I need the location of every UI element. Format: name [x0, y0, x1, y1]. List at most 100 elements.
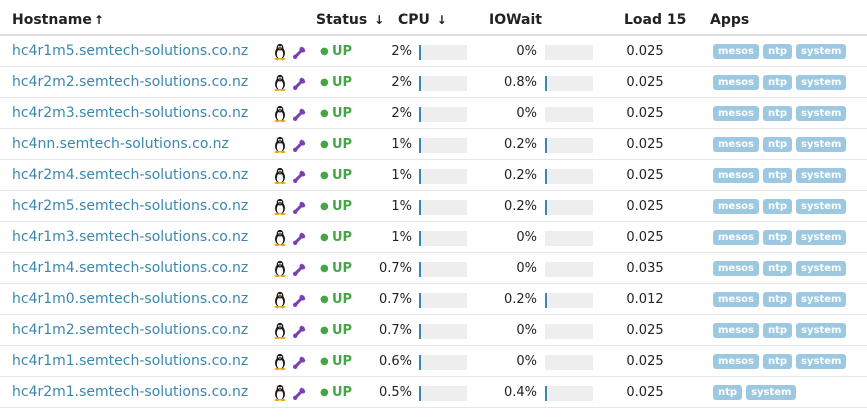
cpu-bar-fill	[419, 324, 421, 339]
status-value: UP	[332, 106, 353, 121]
column-header-iowait[interactable]: IOWait	[489, 12, 542, 28]
status-dot-icon: ●	[320, 387, 329, 398]
app-label-system[interactable]: system	[796, 292, 847, 307]
linux-tux-icon	[273, 222, 287, 253]
app-label-ntp[interactable]: ntp	[762, 168, 793, 183]
wrench-icon[interactable]	[292, 36, 308, 67]
app-label-system[interactable]: system	[796, 230, 847, 245]
column-header-apps-label: Apps	[710, 12, 750, 28]
app-label-ntp[interactable]: ntp	[713, 385, 743, 400]
iowait-bar-fill	[545, 200, 547, 215]
status-dot-icon: ●	[320, 201, 329, 212]
app-label-ntp[interactable]: ntp	[762, 75, 793, 90]
load-value: 0.025	[626, 199, 664, 214]
table-row: hc4r1m1.semtech-solutions.co.nz ● UP 0.6…	[0, 346, 867, 377]
app-label-ntp[interactable]: ntp	[762, 199, 793, 214]
iowait-bar	[545, 200, 593, 215]
hostname-link[interactable]: hc4r2m2.semtech-solutions.co.nz	[12, 74, 249, 90]
app-label-ntp[interactable]: ntp	[762, 323, 793, 338]
iowait-bar	[545, 355, 593, 370]
app-label-ntp[interactable]: ntp	[762, 106, 793, 121]
column-header-hostname[interactable]: Hostname ↑	[12, 12, 104, 28]
linux-tux-icon	[273, 36, 287, 67]
app-label-system[interactable]: system	[746, 385, 797, 400]
status-value: UP	[332, 323, 353, 338]
table-row: hc4r1m4.semtech-solutions.co.nz ● UP 0.7…	[0, 253, 867, 284]
hostname-link[interactable]: hc4r1m0.semtech-solutions.co.nz	[12, 291, 249, 307]
apps-list: mesos ntp system	[713, 191, 847, 222]
app-label-mesos[interactable]: mesos	[713, 230, 759, 245]
wrench-icon[interactable]	[292, 67, 308, 98]
cpu-bar-fill	[419, 76, 421, 91]
hostname-link[interactable]: hc4r2m5.semtech-solutions.co.nz	[12, 198, 249, 214]
sort-desc-icon: ↓	[374, 13, 385, 27]
wrench-icon[interactable]	[292, 98, 308, 129]
column-header-status[interactable]: Status ↓	[316, 12, 384, 28]
apps-list: mesos ntp system	[713, 222, 847, 253]
hostname-link[interactable]: hc4r1m3.semtech-solutions.co.nz	[12, 229, 249, 245]
app-label-mesos[interactable]: mesos	[713, 75, 759, 90]
hostname-link[interactable]: hc4r1m4.semtech-solutions.co.nz	[12, 260, 249, 276]
app-label-mesos[interactable]: mesos	[713, 137, 759, 152]
app-label-system[interactable]: system	[796, 261, 847, 276]
app-label-mesos[interactable]: mesos	[713, 168, 759, 183]
wrench-icon[interactable]	[292, 284, 308, 315]
column-header-load[interactable]: Load 15	[624, 12, 686, 28]
app-label-system[interactable]: system	[796, 323, 847, 338]
iowait-bar	[545, 386, 593, 401]
wrench-icon[interactable]	[292, 160, 308, 191]
wrench-icon[interactable]	[292, 222, 308, 253]
iowait-bar-fill	[545, 169, 547, 184]
iowait-bar	[545, 231, 593, 246]
iowait-bar	[545, 45, 593, 60]
iowait-value: 0%	[516, 323, 537, 338]
app-label-ntp[interactable]: ntp	[762, 261, 793, 276]
app-label-system[interactable]: system	[796, 354, 847, 369]
wrench-icon[interactable]	[292, 253, 308, 284]
table-row: hc4r2m5.semtech-solutions.co.nz ● UP 1%	[0, 191, 867, 222]
status-dot-icon: ●	[320, 139, 329, 150]
table-row: hc4r2m2.semtech-solutions.co.nz ● UP 2%	[0, 67, 867, 98]
app-label-system[interactable]: system	[796, 168, 847, 183]
app-label-mesos[interactable]: mesos	[713, 354, 759, 369]
wrench-icon[interactable]	[292, 315, 308, 346]
app-label-mesos[interactable]: mesos	[713, 44, 759, 59]
app-label-mesos[interactable]: mesos	[713, 261, 759, 276]
column-header-apps[interactable]: Apps	[710, 12, 749, 28]
status-value: UP	[332, 199, 353, 214]
hostname-link[interactable]: hc4r1m5.semtech-solutions.co.nz	[12, 43, 249, 59]
app-label-ntp[interactable]: ntp	[762, 137, 793, 152]
app-label-ntp[interactable]: ntp	[762, 230, 793, 245]
cpu-value: 2%	[391, 106, 412, 121]
app-label-system[interactable]: system	[796, 75, 847, 90]
hostname-link[interactable]: hc4r2m3.semtech-solutions.co.nz	[12, 105, 249, 121]
app-label-ntp[interactable]: ntp	[762, 44, 793, 59]
apps-list: mesos ntp system	[713, 98, 847, 129]
app-label-system[interactable]: system	[796, 137, 847, 152]
hostname-link[interactable]: hc4r2m4.semtech-solutions.co.nz	[12, 167, 249, 183]
app-label-system[interactable]: system	[796, 199, 847, 214]
status-dot-icon: ●	[320, 263, 329, 274]
hostname-link[interactable]: hc4nn.semtech-solutions.co.nz	[12, 136, 229, 152]
wrench-icon[interactable]	[292, 377, 308, 408]
app-label-ntp[interactable]: ntp	[762, 354, 793, 369]
hostname-link[interactable]: hc4r1m2.semtech-solutions.co.nz	[12, 322, 249, 338]
app-label-ntp[interactable]: ntp	[762, 292, 793, 307]
column-header-iowait-label: IOWait	[489, 12, 542, 28]
cpu-value: 2%	[391, 75, 412, 90]
apps-list: mesos ntp system	[713, 346, 847, 377]
wrench-icon[interactable]	[292, 129, 308, 160]
app-label-system[interactable]: system	[796, 106, 847, 121]
app-label-mesos[interactable]: mesos	[713, 323, 759, 338]
table-row: hc4r2m4.semtech-solutions.co.nz ● UP 1%	[0, 160, 867, 191]
app-label-mesos[interactable]: mesos	[713, 292, 759, 307]
wrench-icon[interactable]	[292, 346, 308, 377]
hostname-link[interactable]: hc4r2m1.semtech-solutions.co.nz	[12, 384, 249, 400]
column-header-cpu[interactable]: CPU ↓	[398, 12, 447, 28]
app-label-system[interactable]: system	[796, 44, 847, 59]
hostname-link[interactable]: hc4r1m1.semtech-solutions.co.nz	[12, 353, 249, 369]
wrench-icon[interactable]	[292, 191, 308, 222]
app-label-mesos[interactable]: mesos	[713, 199, 759, 214]
table-row: hc4r2m1.semtech-solutions.co.nz ● UP 0.5…	[0, 377, 867, 408]
app-label-mesos[interactable]: mesos	[713, 106, 759, 121]
